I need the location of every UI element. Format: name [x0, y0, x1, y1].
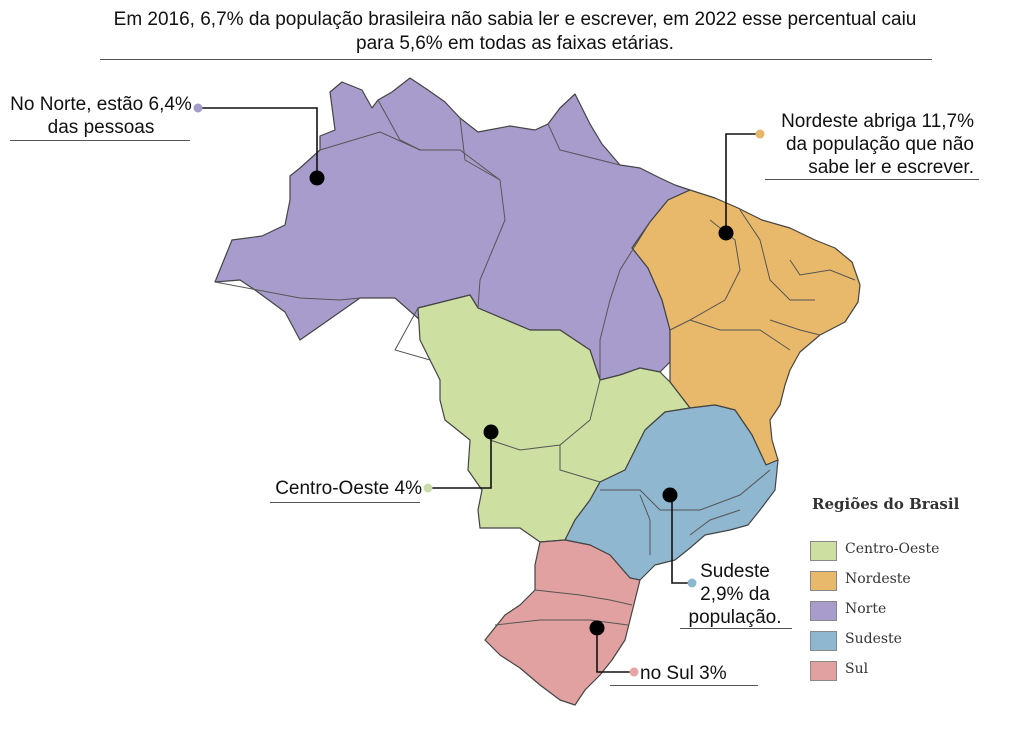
state-borders — [214, 99, 856, 626]
callout-nordeste-line2: da população que não — [785, 134, 974, 155]
callout-norte-rule — [10, 140, 190, 141]
legend-swatch — [810, 541, 837, 561]
callout-sul-rule — [610, 685, 758, 686]
callout-nordeste-line3: sabe ler e escrever. — [808, 157, 974, 178]
legend-label: Nordeste — [845, 571, 911, 587]
region-markers — [309, 170, 734, 636]
callout-nordeste-rule — [765, 179, 979, 180]
title-underline — [100, 59, 932, 60]
callout-sudeste-line3: população. — [688, 607, 782, 628]
region-sul — [484, 539, 641, 706]
callout-centro-oeste: Centro-Oeste 4% — [268, 477, 422, 500]
callout-sul: no Sul 3% — [640, 662, 760, 685]
callout-sudeste-line1: Sudeste — [700, 561, 770, 582]
legend-swatch — [810, 631, 837, 651]
callout-norte-line1: No Norte, estão 6,4% — [10, 94, 192, 115]
callout-connectors — [198, 107, 760, 673]
callout-sul-line1: no Sul 3% — [640, 663, 727, 684]
map-title: Em 2016, 6,7% da população brasileira nã… — [113, 9, 917, 54]
callout-sudeste: Sudeste 2,9% da população. — [680, 560, 790, 629]
legend-title: Regiões do Brasil — [812, 495, 960, 513]
marker-norte — [309, 170, 325, 186]
legend-swatch — [810, 661, 837, 681]
callout-bullet-sul — [629, 667, 639, 677]
legend-label: Sul — [845, 661, 869, 677]
legend-swatch — [810, 601, 837, 621]
callout-norte-line2: das pessoas — [47, 117, 155, 138]
marker-centro-oeste — [483, 424, 499, 440]
callout-sudeste-rule — [680, 628, 792, 629]
callout-sudeste-line2: 2,9% da — [700, 584, 770, 605]
callout-nordeste-line1: Nordeste abriga 11,7% — [781, 111, 974, 132]
marker-sul — [589, 620, 605, 636]
callout-centro-oeste-rule — [270, 502, 420, 503]
legend-swatch — [810, 571, 837, 591]
callout-nordeste: Nordeste abriga 11,7% da população que n… — [768, 110, 974, 179]
callout-bullet-norte — [193, 103, 203, 113]
marker-nordeste — [718, 225, 734, 241]
legend-label: Centro-Oeste — [845, 541, 940, 557]
legend-label: Sudeste — [845, 631, 902, 647]
region-nordeste — [631, 189, 861, 466]
callout-bullet-sudeste — [687, 578, 697, 588]
callout-norte: No Norte, estão 6,4% das pessoas — [8, 93, 194, 139]
marker-sudeste — [662, 487, 678, 503]
callout-bullet-centro-oeste — [423, 483, 433, 493]
legend-label: Norte — [845, 601, 887, 617]
callout-bullet-nordeste — [755, 129, 765, 139]
callout-centro-oeste-line1: Centro-Oeste 4% — [275, 478, 422, 499]
